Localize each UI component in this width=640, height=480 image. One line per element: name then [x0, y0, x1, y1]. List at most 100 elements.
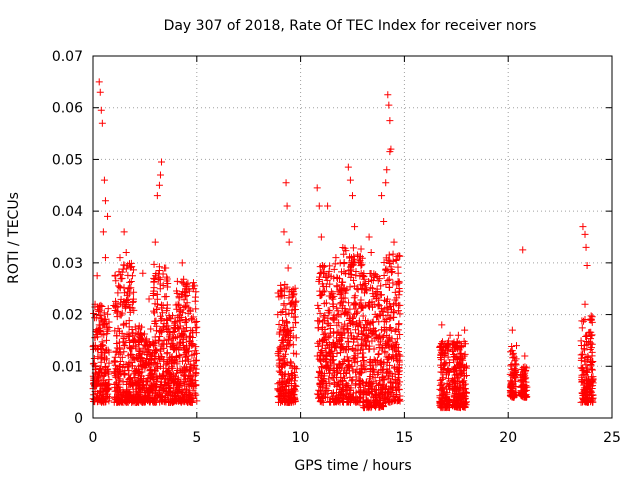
data-point — [158, 315, 166, 323]
data-point — [320, 389, 328, 397]
data-point — [150, 278, 158, 286]
data-point — [160, 324, 168, 332]
data-point — [116, 254, 124, 262]
data-point — [366, 380, 374, 388]
data-point — [111, 372, 119, 380]
data-point — [521, 372, 529, 380]
data-point — [370, 401, 378, 409]
data-point — [278, 370, 286, 378]
data-point — [139, 269, 147, 277]
data-point — [183, 291, 191, 299]
data-point — [396, 331, 404, 339]
data-point — [508, 342, 516, 350]
data-point — [97, 315, 105, 323]
data-point — [95, 78, 103, 86]
data-point — [143, 386, 151, 394]
data-point — [120, 301, 128, 309]
data-point — [367, 249, 375, 257]
data-point — [174, 378, 182, 386]
data-point — [116, 368, 124, 376]
data-point — [318, 325, 326, 333]
data-point — [343, 326, 351, 334]
data-point — [168, 363, 176, 371]
data-point — [384, 277, 392, 285]
data-point — [111, 271, 119, 279]
data-point — [153, 295, 161, 303]
data-point — [453, 394, 461, 402]
data-point — [375, 341, 383, 349]
data-point — [280, 291, 288, 299]
data-point — [314, 339, 322, 347]
data-point — [127, 278, 135, 286]
data-point — [365, 278, 373, 286]
data-point — [438, 368, 446, 376]
data-point — [150, 307, 158, 315]
data-point — [333, 312, 341, 320]
data-point — [341, 320, 349, 328]
data-point — [160, 378, 168, 386]
data-point — [378, 192, 386, 200]
data-point — [119, 378, 127, 386]
data-point — [380, 317, 388, 325]
data-point — [360, 404, 368, 412]
data-point — [351, 310, 359, 318]
data-point — [322, 379, 330, 387]
data-point — [459, 402, 467, 410]
data-point — [125, 389, 133, 397]
data-point — [580, 346, 588, 354]
data-point — [324, 333, 332, 341]
data-point — [316, 338, 324, 346]
data-point — [144, 346, 152, 354]
data-point — [114, 289, 122, 297]
data-point — [276, 392, 284, 400]
data-point — [176, 317, 184, 325]
y-tick-label: 0.01 — [52, 359, 83, 375]
data-point — [333, 364, 341, 372]
data-point — [455, 354, 463, 362]
data-point — [438, 375, 446, 383]
data-point — [174, 324, 182, 332]
data-point — [322, 390, 330, 398]
data-point — [511, 357, 519, 365]
data-point — [386, 315, 394, 323]
data-point — [292, 382, 300, 390]
data-point — [282, 179, 290, 187]
data-point — [316, 292, 324, 300]
data-point — [117, 389, 125, 397]
data-point — [316, 309, 324, 317]
data-point — [330, 265, 338, 273]
data-point — [345, 270, 353, 278]
data-point — [322, 274, 330, 282]
data-point — [454, 403, 462, 411]
data-point — [154, 360, 162, 368]
data-point — [315, 391, 323, 399]
data-point — [164, 280, 172, 288]
data-point — [339, 243, 347, 251]
data-point — [366, 298, 374, 306]
data-point — [120, 341, 128, 349]
data-point — [585, 339, 593, 347]
data-point — [350, 335, 358, 343]
data-point — [445, 398, 453, 406]
data-point — [129, 297, 137, 305]
data-point — [158, 353, 166, 361]
data-point — [113, 379, 121, 387]
data-point — [384, 256, 392, 264]
data-point — [578, 390, 586, 398]
data-point — [100, 356, 108, 364]
data-point — [453, 403, 461, 411]
data-point — [369, 399, 377, 407]
data-point — [373, 290, 381, 298]
data-point — [582, 243, 590, 251]
data-point — [449, 340, 457, 348]
data-point — [275, 320, 283, 328]
data-point — [179, 288, 187, 296]
data-point — [137, 338, 145, 346]
data-point — [386, 324, 394, 332]
data-point — [339, 392, 347, 400]
data-point — [125, 360, 133, 368]
data-point — [145, 360, 153, 368]
data-point — [117, 299, 125, 307]
data-point — [375, 377, 383, 385]
